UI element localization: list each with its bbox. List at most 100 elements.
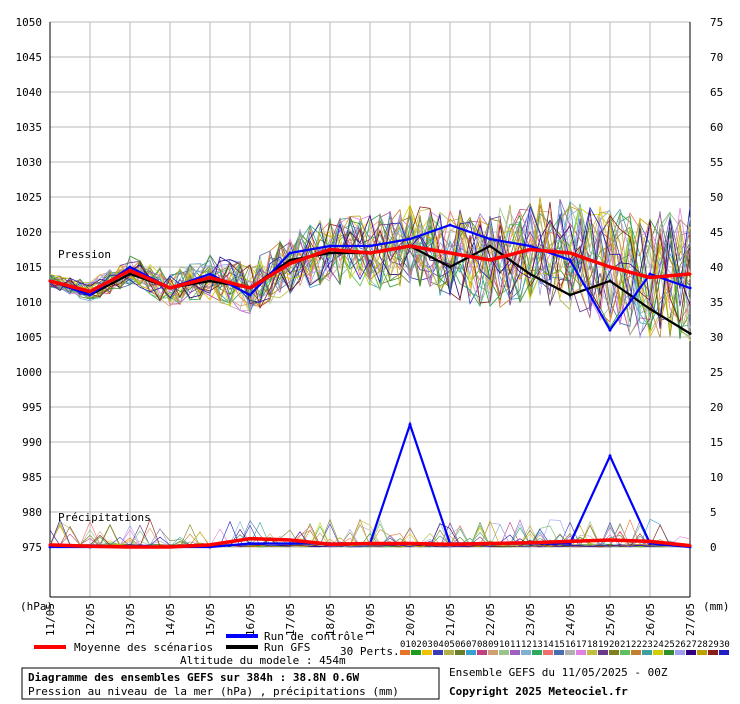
- x-tick-label: 25/05: [604, 603, 617, 636]
- pert-key-label: 18: [587, 640, 598, 650]
- pert-key-swatch: [576, 650, 586, 655]
- x-tick-label: 17/05: [284, 603, 297, 636]
- y-tick-right: 70: [710, 51, 723, 64]
- pert-key-label: 01: [400, 640, 411, 650]
- ensemble-member-precip: [49, 518, 691, 548]
- y-tick-right: 60: [710, 121, 723, 134]
- pert-key-label: 16: [565, 640, 576, 650]
- pert-key-label: 30: [719, 640, 730, 650]
- x-tick-label: 23/05: [524, 603, 537, 636]
- series-point: [688, 272, 692, 276]
- series-point: [248, 542, 252, 545]
- series-point: [328, 251, 332, 255]
- pert-key-swatch: [510, 650, 520, 655]
- pert-key-label: 03: [422, 640, 433, 650]
- series-point: [88, 293, 92, 297]
- series-point: [48, 279, 52, 283]
- y-tick-right: 65: [710, 86, 723, 99]
- series-point: [568, 258, 572, 262]
- pert-key-label: 25: [664, 640, 675, 650]
- footer-box: [21, 667, 440, 700]
- series-point: [648, 307, 652, 311]
- series-point: [288, 542, 292, 545]
- y-tick-left: 985: [22, 471, 42, 484]
- grid: [49, 21, 691, 597]
- y-tick-left: 1020: [16, 226, 43, 239]
- y-tick-left: 1015: [16, 261, 43, 274]
- series-point: [528, 541, 532, 545]
- x-tick-label: 22/05: [484, 603, 497, 636]
- pert-key-label: 05: [444, 640, 455, 650]
- pert-key-label: 10: [499, 640, 510, 650]
- y-tick-right: 35: [710, 296, 723, 309]
- pert-key-swatch: [488, 650, 498, 655]
- series-point: [368, 244, 372, 248]
- pert-key-swatch: [598, 650, 608, 655]
- ensemble-member-line: [49, 201, 691, 324]
- ensemble-member-line: [49, 204, 691, 338]
- series-point: [288, 262, 292, 265]
- pert-key-label: 07: [466, 640, 477, 650]
- pert-key-label: 29: [708, 640, 719, 650]
- y-tick-right: 40: [710, 261, 723, 274]
- y-tick-left: 1005: [16, 331, 43, 344]
- series-point: [408, 244, 412, 248]
- ensemble-member-line: [49, 199, 691, 325]
- y-tick-left: 1040: [16, 86, 43, 99]
- pert-key-swatch: [433, 650, 443, 655]
- x-tick-label: 19/05: [364, 603, 377, 636]
- x-tick-label: 11/05: [44, 603, 57, 636]
- x-tick-label: 16/05: [244, 603, 257, 636]
- footer-title: Diagramme des ensembles GEFS sur 384h : …: [28, 671, 360, 684]
- series-point: [568, 251, 572, 255]
- series-point: [448, 542, 452, 546]
- pert-key-label: 08: [477, 640, 488, 650]
- pert-key-swatch: [642, 650, 652, 655]
- series-point: [408, 237, 412, 241]
- series-point: [208, 272, 212, 276]
- axes: 1050104510401035103010251020101510101005…: [16, 16, 724, 636]
- series-point: [208, 543, 212, 547]
- x-tick-label: 20/05: [404, 603, 417, 636]
- series-point: [528, 272, 532, 276]
- y-tick-right: 75: [710, 16, 723, 29]
- pert-key-label: 06: [455, 640, 466, 650]
- legend-altitude: Altitude du modele : 454m: [180, 654, 346, 667]
- legend-perts-label: 30 Perts.: [340, 645, 400, 658]
- pert-key-label: 15: [554, 640, 565, 650]
- pert-key-swatch: [620, 650, 630, 655]
- pert-key-label: 04: [433, 640, 444, 650]
- pert-key-swatch: [444, 650, 454, 655]
- pert-key-label: 17: [576, 640, 587, 650]
- y-tick-left: 980: [22, 506, 42, 519]
- pert-key-label: 02: [411, 640, 422, 650]
- pert-key-swatch: [675, 650, 685, 655]
- ensemble-member-line: [49, 201, 691, 339]
- pert-key-swatch: [543, 650, 553, 655]
- y-tick-right: 55: [710, 156, 723, 169]
- series-point: [448, 223, 452, 227]
- pert-key-swatch: [455, 650, 465, 655]
- ensemble-member-precip: [49, 524, 690, 548]
- series-point: [648, 272, 652, 276]
- series-point: [408, 542, 412, 545]
- pert-key-swatch: [719, 650, 729, 655]
- series-point: [448, 265, 452, 269]
- pert-key-swatch: [554, 650, 564, 655]
- series-point: [168, 286, 172, 290]
- y-tick-right: 25: [710, 366, 723, 379]
- pert-key-swatch: [631, 650, 641, 655]
- pert-key-label: 12: [521, 640, 532, 650]
- x-tick-label: 27/05: [684, 603, 697, 636]
- x-tick-label: 15/05: [204, 603, 217, 636]
- pert-key-swatch: [521, 650, 531, 655]
- ensemble-member-line: [49, 203, 691, 337]
- y-tick-right: 30: [710, 331, 723, 344]
- ensemble-member-line: [49, 207, 691, 339]
- y-tick-right: 5: [710, 506, 717, 519]
- pert-key-label: 28: [697, 640, 708, 650]
- series-point: [88, 544, 92, 548]
- series-point: [248, 286, 252, 290]
- left-unit-label: (hPa): [20, 600, 53, 613]
